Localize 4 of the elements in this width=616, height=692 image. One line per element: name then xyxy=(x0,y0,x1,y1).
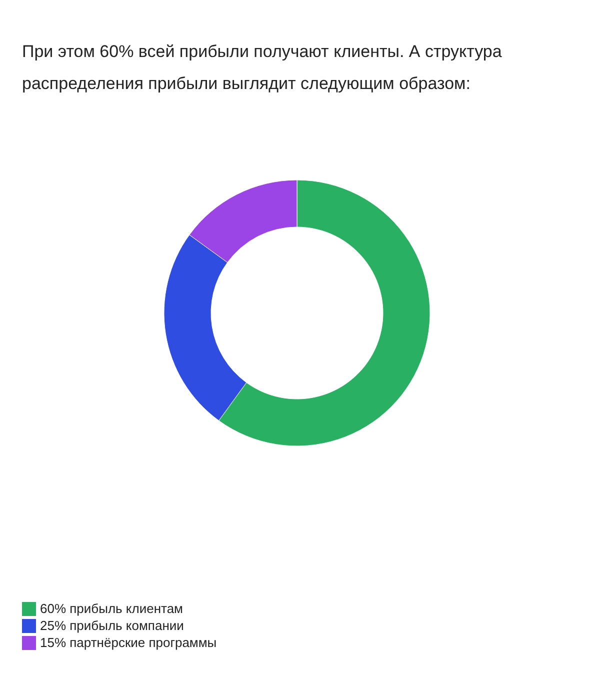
chart-title: При этом 60% всей прибыли получают клиенты. А структура распределения прибыли выглядит следующим образом: xyxy=(22,41,503,95)
legend-label: 60% прибыль клиентам xyxy=(40,601,184,616)
legend-label: 15% партнёрские программы xyxy=(40,635,217,650)
legend-label: 25% прибыль компании xyxy=(40,618,184,633)
